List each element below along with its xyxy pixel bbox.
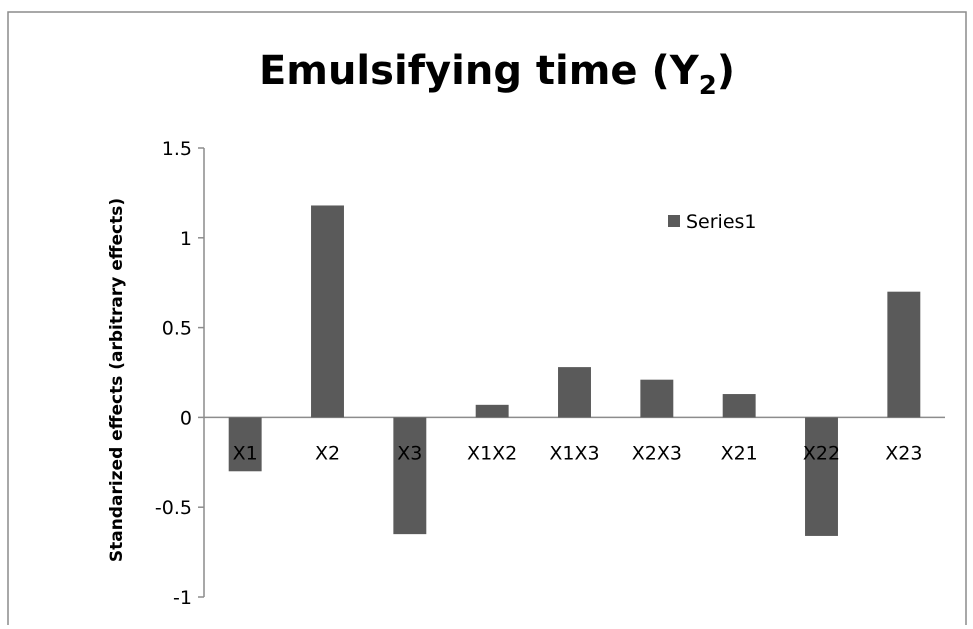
y-axis-label: Standarized effects (arbitrary effects) (107, 198, 127, 562)
y-axis: 1.5 1 0.5 0 -0.5 -1 (155, 138, 945, 609)
bar-x21 (722, 394, 756, 418)
x-tick-label: X22 (803, 442, 840, 464)
bar-x22 (805, 417, 838, 536)
bar-x23 (887, 291, 921, 418)
bar-x1x3 (558, 367, 591, 418)
bar-x3 (393, 417, 427, 535)
x-tick-label: X1X3 (549, 442, 599, 464)
y-tick-label: -0.5 (155, 497, 192, 519)
x-tick-label: X2X3 (632, 442, 682, 464)
y-tick-label: 0.5 (162, 318, 192, 340)
legend-swatch (668, 215, 680, 227)
chart-title-suffix: ) (717, 48, 735, 94)
x-tick-label: X1 (233, 442, 258, 464)
bar-x2 (311, 205, 344, 418)
y-tick-label: 1.5 (162, 138, 192, 160)
x-tick-label: X23 (885, 442, 922, 464)
bar-x1 (228, 417, 262, 472)
x-tick-labels: X1 X2 X3 X1X2 X1X3 X2X3 X21 X22 X23 (233, 442, 923, 464)
x-tick-label: X2 (315, 442, 340, 464)
y-tick-label: -1 (173, 587, 192, 609)
x-tick-label: X1X2 (467, 442, 517, 464)
chart-title-subscript: 2 (699, 71, 717, 101)
chart-frame (7, 11, 967, 625)
legend: Series1 (668, 211, 757, 233)
x-tick-label: X21 (721, 442, 758, 464)
y-tick-label: 1 (180, 228, 192, 250)
chart-title: Emulsifying time (Y2) (259, 48, 735, 101)
y-tick-label: 0 (180, 407, 192, 429)
legend-label: Series1 (686, 211, 757, 233)
bar-series (228, 205, 921, 536)
chart-title-main: Emulsifying time (Y (259, 48, 700, 94)
x-tick-label: X3 (397, 442, 422, 464)
bar-x2x3 (640, 379, 674, 418)
bar-x1x2 (475, 404, 509, 418)
